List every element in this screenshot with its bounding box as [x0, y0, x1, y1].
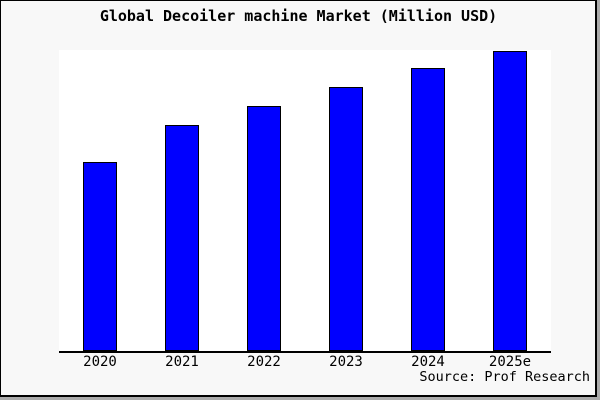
bar-2024	[411, 67, 445, 351]
x-tick-label-2023: 2023	[329, 354, 363, 370]
bar-2020	[83, 162, 117, 351]
bar-2022	[247, 106, 281, 351]
x-tick-label-2022: 2022	[247, 354, 281, 370]
x-tick-label-2020: 2020	[83, 354, 117, 370]
plot-area	[59, 50, 551, 353]
bar-2021	[165, 125, 199, 351]
x-tick-label-2024: 2024	[411, 354, 445, 370]
bar-2023	[329, 86, 363, 351]
x-tick-label-2021: 2021	[165, 354, 199, 370]
source-credit: Source: Prof Research	[419, 369, 590, 385]
chart-title: Global Decoiler machine Market (Million …	[99, 7, 498, 25]
bar-2025e	[493, 50, 527, 351]
x-tick-label-2025e: 2025e	[488, 354, 532, 370]
